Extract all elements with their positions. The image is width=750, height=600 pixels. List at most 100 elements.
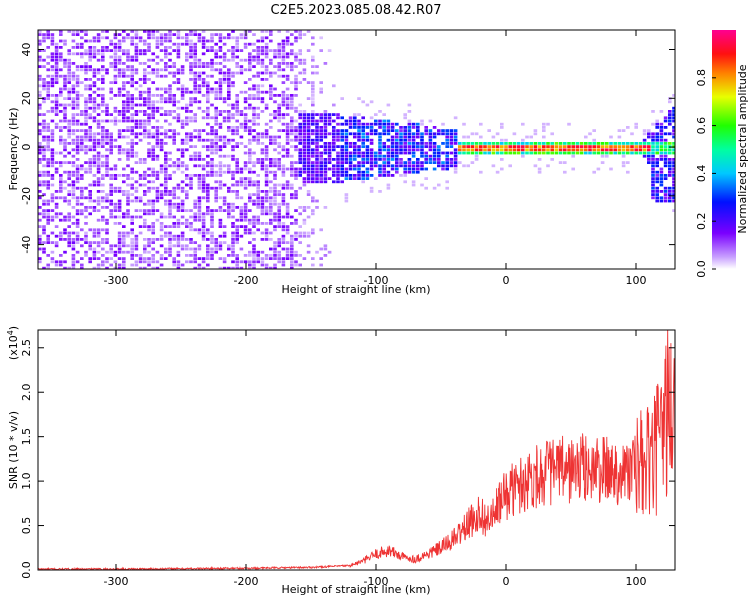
heatmap-cell [134, 238, 139, 241]
heatmap-cell [294, 135, 298, 139]
heatmap-cell [311, 97, 315, 100]
heatmap-cell [54, 151, 59, 155]
heatmap-cell [285, 206, 290, 209]
heatmap-cell [59, 190, 63, 193]
heatmap-cell [290, 174, 294, 177]
heatmap-cell [294, 39, 298, 43]
heatmap-cell [109, 257, 113, 260]
heatmap-cell [134, 58, 139, 62]
heatmap-cell [71, 30, 76, 33]
heatmap-cell [361, 151, 365, 155]
heatmap-cell [88, 145, 92, 148]
heatmap-cell [269, 190, 273, 193]
heatmap-cell [46, 46, 50, 49]
heatmap-cell [395, 145, 399, 148]
heatmap-cell [260, 36, 265, 40]
heatmap-cell [449, 132, 454, 136]
heatmap-cell [227, 119, 231, 123]
heatmap-cell [210, 247, 214, 251]
heatmap-cell [46, 148, 50, 152]
heatmap-cell [197, 135, 202, 139]
heatmap-cell [256, 186, 260, 190]
heatmap-cell [42, 151, 46, 155]
heatmap-cell [273, 241, 277, 244]
heatmap-cell [487, 145, 491, 148]
heatmap-cell [390, 126, 395, 129]
heatmap-cell [180, 199, 185, 203]
heatmap-cell [96, 151, 101, 155]
heatmap-cell [46, 81, 50, 84]
heatmap-cell [214, 87, 218, 91]
heatmap-cell [668, 113, 672, 116]
heatmap-cell [651, 180, 655, 184]
heatmap-cell [264, 106, 269, 110]
heatmap-cell [117, 158, 122, 161]
heatmap-cell [214, 68, 218, 72]
heatmap-cell [180, 126, 185, 129]
heatmap-cell [315, 158, 319, 161]
heatmap-cell [277, 145, 281, 148]
heatmap-cell [88, 228, 92, 232]
heatmap-cell [235, 231, 239, 235]
heatmap-cell [306, 174, 311, 177]
heatmap-cell [117, 94, 122, 97]
heatmap-cell [243, 126, 248, 129]
heatmap-cell [96, 106, 101, 110]
heatmap-cell [54, 46, 59, 49]
heatmap-cell [180, 238, 185, 241]
heatmap-cell [180, 244, 185, 248]
heatmap-cell [134, 254, 139, 257]
heatmap-cell [113, 62, 118, 65]
heatmap-cell [134, 30, 139, 33]
heatmap-cell [88, 158, 92, 161]
heatmap-cell [424, 167, 428, 171]
heatmap-cell [264, 36, 269, 40]
heatmap-cell [399, 142, 403, 145]
heatmap-cell [126, 119, 130, 123]
heatmap-cell [281, 199, 286, 203]
heatmap-cell [130, 106, 134, 110]
heatmap-cell [424, 158, 428, 161]
heatmap-cell [269, 231, 273, 235]
heatmap-cell [96, 113, 101, 116]
heatmap-cell [50, 68, 55, 72]
heatmap-cell [88, 65, 92, 68]
heatmap-cell [382, 158, 386, 161]
heatmap-cell [197, 90, 202, 94]
heatmap-cell [80, 238, 84, 241]
heatmap-cell [424, 186, 428, 190]
heatmap-cell [495, 151, 500, 155]
heatmap-cell [248, 250, 252, 254]
heatmap-cell [340, 145, 344, 148]
heatmap-cell [235, 218, 239, 222]
heatmap-cell [180, 36, 185, 40]
heatmap-cell [466, 145, 470, 148]
heatmap-cell [344, 177, 349, 180]
heatmap-cell [504, 151, 508, 155]
heatmap-cell [46, 135, 50, 139]
heatmap-cell [168, 135, 172, 139]
heatmap-cell [416, 132, 420, 136]
heatmap-cell [143, 244, 147, 248]
heatmap-cell [218, 154, 223, 158]
heatmap-cell [176, 250, 181, 254]
colorbar-tick-label: 0.4 [695, 165, 708, 183]
heatmap-cell [302, 122, 307, 126]
heatmap-cell [71, 84, 76, 88]
heatmap-cell [252, 42, 256, 46]
heatmap-cell [290, 116, 294, 120]
heatmap-cell [67, 90, 71, 94]
heatmap-cell [495, 148, 500, 152]
heatmap-cell [134, 241, 139, 244]
heatmap-cell [54, 65, 59, 68]
heatmap-cell [206, 196, 210, 200]
heatmap-cell [264, 254, 269, 257]
heatmap-cell [201, 186, 206, 190]
heatmap-cell [164, 199, 168, 203]
heatmap-cell [147, 148, 151, 152]
heatmap-cell [210, 167, 214, 171]
heatmap-cell [311, 119, 315, 123]
heatmap-cell [155, 68, 160, 72]
heatmap-cell [340, 164, 344, 168]
heatmap-cell [500, 145, 504, 148]
